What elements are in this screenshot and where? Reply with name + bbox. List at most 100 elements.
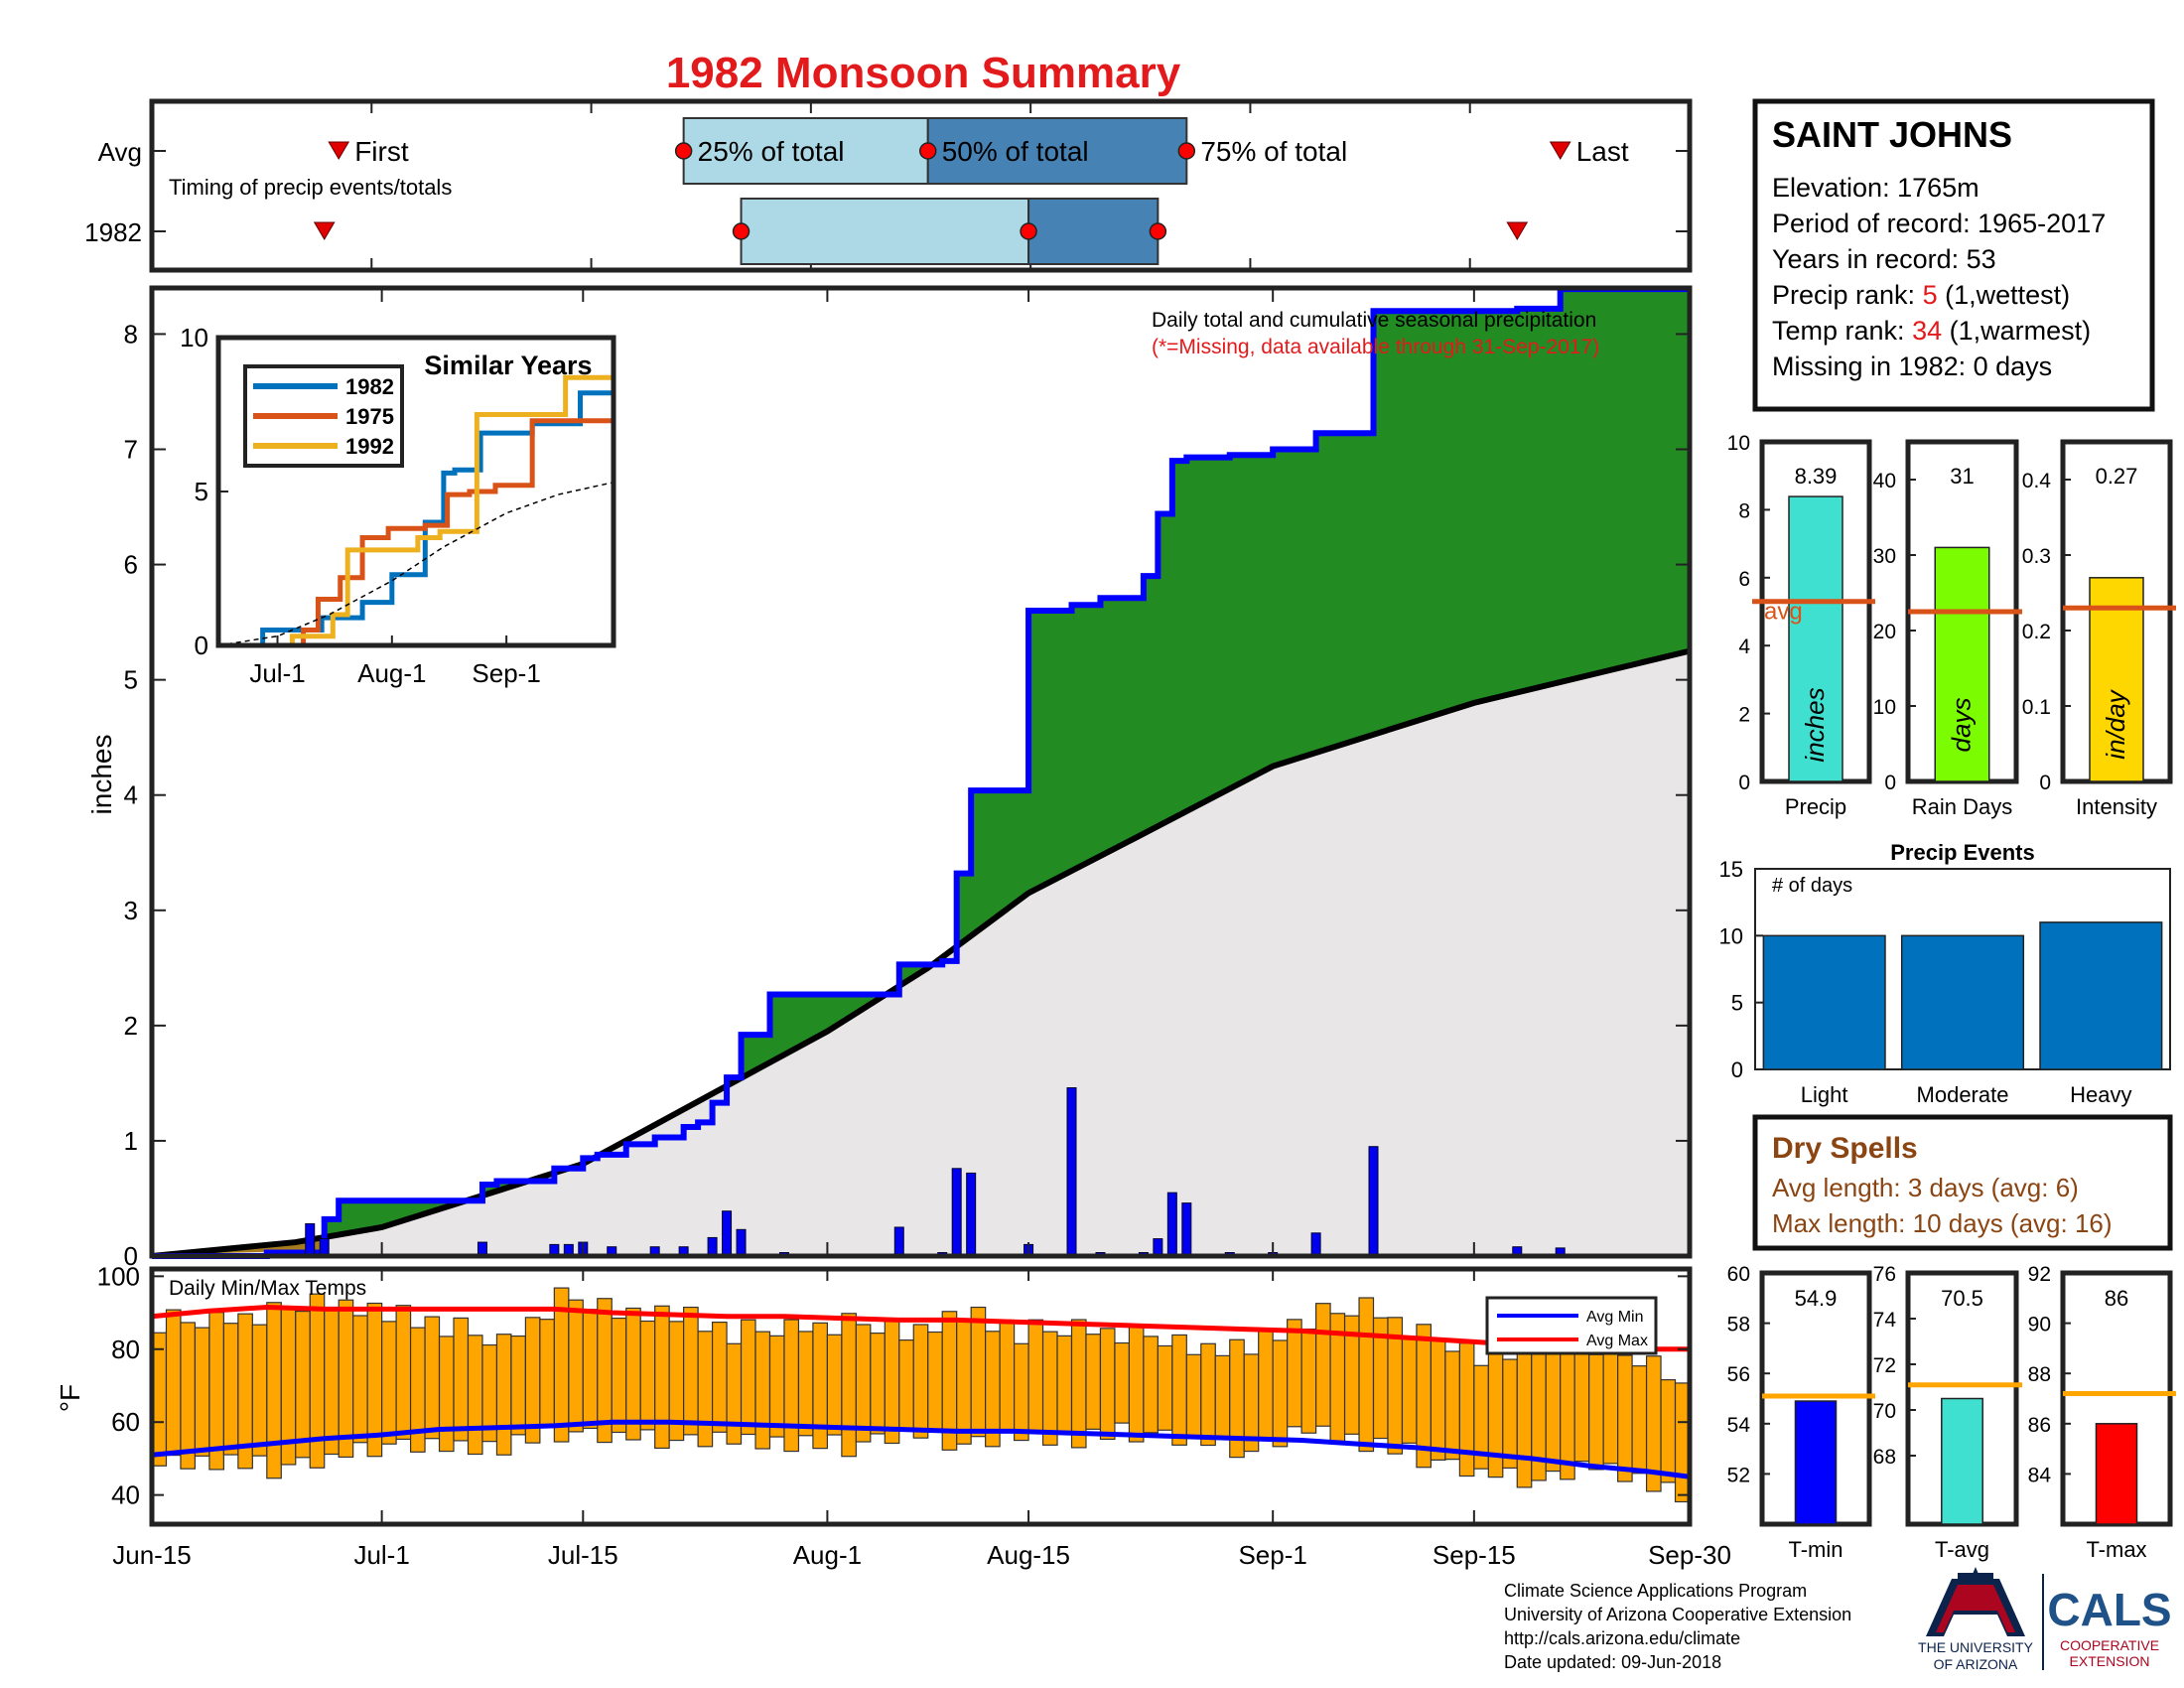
daily-precip-bar [305, 1223, 316, 1257]
stat-ytick-label: 0 [2039, 772, 2051, 794]
daily-temp-bar [1617, 1354, 1633, 1482]
timing-year-last-marker [1506, 221, 1529, 240]
precip-events-bar [2039, 921, 2163, 1070]
daily-temp-bar [568, 1299, 584, 1433]
stat-ytick-label: 20 [1873, 621, 1896, 643]
daily-temp-bar [180, 1322, 197, 1470]
stat-value-label: 31 [1950, 464, 1974, 489]
daily-temp-bar [855, 1324, 872, 1443]
daily-temp-bar [783, 1319, 800, 1453]
daily-precip-bar [319, 1238, 330, 1257]
timing-avg-box-25-50 [682, 117, 929, 185]
daily-temp-bar [1660, 1379, 1677, 1483]
main-ytick-label: 2 [124, 1011, 138, 1041]
daily-temp-bar [1056, 1335, 1073, 1434]
stat-ytick-label: 8 [1738, 499, 1750, 522]
daily-temp-bar [266, 1302, 282, 1479]
footer-line: University of Arizona Cooperative Extens… [1504, 1605, 1851, 1624]
stat-ytick-label: 0.1 [2022, 696, 2051, 719]
temp-stat-value-label: 54.9 [1795, 1286, 1838, 1311]
precip-rank-label: Precip rank: [1772, 280, 1923, 310]
timing-avg-first-marker [328, 141, 350, 160]
precip-events-ytick-label: 0 [1731, 1057, 1743, 1082]
daily-precip-bar [722, 1210, 733, 1257]
daily-temp-bar [467, 1335, 483, 1456]
temp-stat-ytick-label: 72 [1873, 1354, 1896, 1377]
temp-stat-ytick-label: 84 [2028, 1464, 2052, 1486]
timing-label-75: 75% of total [1200, 136, 1347, 167]
cals-logo-text: CALS [2047, 1584, 2171, 1635]
daily-temp-bar [1258, 1328, 1274, 1441]
daily-precip-bar [1181, 1202, 1192, 1257]
daily-precip-bar [707, 1236, 718, 1257]
daily-temp-bar [1157, 1344, 1173, 1431]
temp-rank-label: Temp rank: [1772, 316, 1912, 346]
daily-temp-bar [768, 1335, 785, 1438]
daily-temp-bar [611, 1317, 627, 1434]
cals-logo-subtext: COOPERATIVE [2060, 1637, 2159, 1653]
xtick-label: Aug-15 [987, 1540, 1070, 1570]
daily-temp-bar [1041, 1331, 1058, 1446]
inset-series-1982 [218, 386, 616, 648]
stat-avg-label: avg [1764, 599, 1803, 626]
daily-temp-bar [1272, 1339, 1289, 1448]
average-cumulative-area [152, 650, 1690, 1256]
precip-events-ytick-label: 5 [1731, 991, 1743, 1016]
main-ytick-label: 7 [124, 435, 138, 465]
precip-events-ytick-label: 15 [1719, 857, 1743, 882]
daily-temp-bar [495, 1334, 512, 1456]
timing-year-marker-75 [1149, 222, 1167, 240]
precip-events-xlabel: Heavy [2070, 1082, 2131, 1107]
timing-avg-last-marker [1549, 141, 1571, 160]
station-info-box [1752, 98, 2155, 412]
precip-events-ylabel: # of days [1772, 875, 1852, 897]
timing-label-first: First [354, 136, 409, 167]
daily-temp-bar [1185, 1353, 1202, 1437]
daily-temp-bar [1171, 1334, 1187, 1446]
stat-ytick-label: 6 [1738, 568, 1750, 591]
daily-temp-bar [639, 1320, 656, 1431]
dry-spells-avg: Avg length: 3 days (avg: 6) [1772, 1173, 2079, 1202]
dry-spells-title: Dry Spells [1772, 1132, 1918, 1165]
daily-temp-bar [898, 1338, 914, 1430]
temp-stat-ytick-label: 58 [1727, 1314, 1750, 1336]
temp-rank-value: 34 [1912, 316, 1942, 346]
stat-unit-label: days [1947, 698, 1977, 753]
temp-stat-value-label: 86 [2105, 1286, 2128, 1311]
precip-rank-note: (1,wettest) [1938, 280, 2071, 310]
precip-events-xlabel: Light [1801, 1082, 1848, 1107]
daily-precip-bar [1368, 1146, 1379, 1257]
stat-value-label: 8.39 [1795, 464, 1838, 489]
daily-temp-bar [697, 1331, 714, 1448]
daily-temp-bar [1085, 1334, 1102, 1430]
stat-ytick-label: 2 [1738, 704, 1750, 727]
xtick-label: Aug-1 [793, 1540, 862, 1570]
xtick-label: Jul-1 [353, 1540, 409, 1570]
inset-ytick-label: 0 [195, 631, 208, 660]
daily-precip-bar [1066, 1087, 1077, 1257]
avg-max-temp-line [151, 1305, 1690, 1352]
temp-stat-ytick-label: 88 [2028, 1363, 2051, 1386]
daily-temp-bar [1430, 1338, 1446, 1461]
timing-label-25: 25% of total [698, 136, 845, 167]
temp-stat-bar [1941, 1397, 1983, 1525]
timing-year-box-50-75 [1027, 198, 1160, 265]
temp-stat-ytick-label: 68 [1873, 1446, 1896, 1469]
cumulative-surplus-area [152, 289, 1690, 1256]
temp-ytick-label: 60 [111, 1407, 140, 1437]
inset-xtick-label: Aug-1 [357, 658, 426, 688]
daily-temp-bar [438, 1336, 455, 1453]
ua-logo-text: OF ARIZONA [1934, 1656, 2018, 1672]
main-ytick-label: 3 [124, 896, 138, 925]
inset-title: Similar Years [424, 351, 592, 380]
footer-line: Climate Science Applications Program [1504, 1581, 1807, 1601]
inset-average-line [217, 481, 614, 646]
page-title: 1982 Monsoon Summary [666, 49, 1181, 97]
temp-stat-ytick-label: 92 [2028, 1263, 2051, 1286]
daily-temp-bar [812, 1322, 829, 1450]
footer-line: http://cals.arizona.edu/climate [1504, 1628, 1740, 1648]
daily-precip-bar [1166, 1192, 1177, 1257]
cals-logo-subtext: EXTENSION [2070, 1653, 2150, 1669]
daily-temp-bar [1602, 1336, 1619, 1465]
